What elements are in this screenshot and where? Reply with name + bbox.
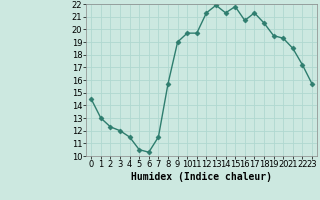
X-axis label: Humidex (Indice chaleur): Humidex (Indice chaleur): [131, 172, 272, 182]
